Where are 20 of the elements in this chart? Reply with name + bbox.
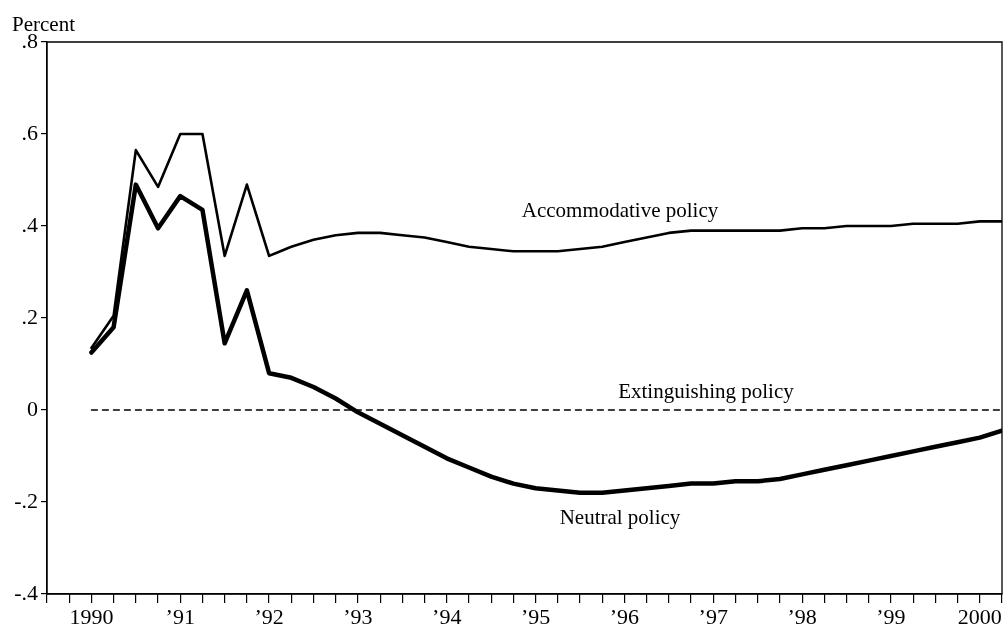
x-tick-label: ’95 [520, 603, 551, 626]
x-tick-label: ’99 [876, 603, 906, 626]
series-label: Accommodative policy [521, 198, 719, 223]
series-label: Extinguishing policy [618, 378, 795, 403]
y-tick-label: -.4 [14, 579, 38, 605]
y-tick-label: -.2 [14, 487, 38, 513]
x-tick-label: ’91 [165, 603, 195, 626]
x-tick-label: ’93 [343, 603, 373, 626]
y-tick-label: .4 [21, 211, 38, 237]
x-tick-label: ’96 [609, 603, 640, 626]
y-tick-label: .2 [21, 303, 38, 329]
y-tick-label: 0 [27, 395, 38, 421]
x-tick-label: 2000 [957, 603, 1002, 626]
series-label: Neutral policy [559, 504, 681, 529]
y-tick-label: .6 [21, 119, 38, 145]
x-tick-label: ’94 [432, 603, 462, 626]
x-tick-label: ’92 [254, 603, 284, 626]
x-tick-label: 1990 [69, 603, 114, 626]
x-tick-label: ’97 [698, 603, 728, 626]
x-tick-label: ’98 [787, 603, 817, 626]
